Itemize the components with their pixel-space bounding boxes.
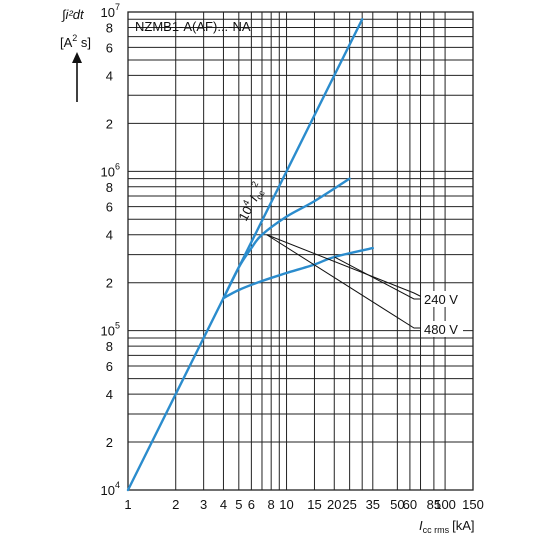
y-tick-label: 106	[101, 161, 120, 179]
leader-240v	[334, 256, 422, 300]
chart-title: NZMB1-A(AF)...-NA	[135, 19, 251, 34]
annotation-leaders	[266, 234, 423, 329]
x-tick-label: 85	[427, 497, 441, 512]
y-tick-label: 4	[106, 68, 113, 83]
x-tick-label: 10	[279, 497, 293, 512]
x-tick-label: 3	[200, 497, 207, 512]
y-tick-label: 4	[106, 228, 113, 243]
label-240v: 240 V	[424, 292, 458, 307]
y-tick-label: 2	[106, 435, 113, 450]
x-tick-label: 35	[366, 497, 380, 512]
x-tick-label: 15	[307, 497, 321, 512]
leader-480v	[266, 234, 422, 329]
y-tick-label: 2	[106, 116, 113, 131]
y-axis-label-unit: [A2 s]	[60, 33, 91, 50]
y-tick-label: 104	[101, 480, 120, 498]
y-tick-label: 6	[106, 359, 113, 374]
x-tick-label: 6	[248, 497, 255, 512]
x-tick-label: 60	[403, 497, 417, 512]
x-tick-label: 150	[462, 497, 484, 512]
y-tick-label: 2	[106, 276, 113, 291]
y-tick-label: 107	[101, 2, 120, 20]
y-tick-label: 4	[106, 387, 113, 402]
label-480v: 480 V	[424, 322, 458, 337]
plot-frame	[127, 11, 474, 491]
x-tick-label: 25	[342, 497, 356, 512]
x-tick-label: 2	[172, 497, 179, 512]
leader-240v-upper	[266, 234, 423, 298]
x-tick-label: 5	[235, 497, 242, 512]
series-line-1	[222, 177, 351, 300]
y-axis-arrow-icon	[72, 52, 82, 102]
grid-lines	[127, 11, 474, 491]
y-tick-label: 6	[106, 40, 113, 55]
x-tick-label: 100	[434, 497, 456, 512]
y-tick-label: 105	[101, 321, 120, 339]
x-tick-label: 4	[220, 497, 227, 512]
y-tick-label: 8	[106, 339, 113, 354]
x-tick-label: 20	[327, 497, 341, 512]
x-axis-label: Icc rms [kA]	[419, 518, 475, 535]
x-tick-label: 50	[390, 497, 404, 512]
y-axis-label-integral: ∫i²dt	[61, 7, 85, 22]
x-tick-label: 1	[124, 497, 131, 512]
x-tick-label: 8	[268, 497, 275, 512]
y-tick-label: 8	[106, 20, 113, 35]
y-tick-label: 8	[106, 180, 113, 195]
series-line-0	[126, 18, 364, 492]
y-tick-label: 6	[106, 200, 113, 215]
